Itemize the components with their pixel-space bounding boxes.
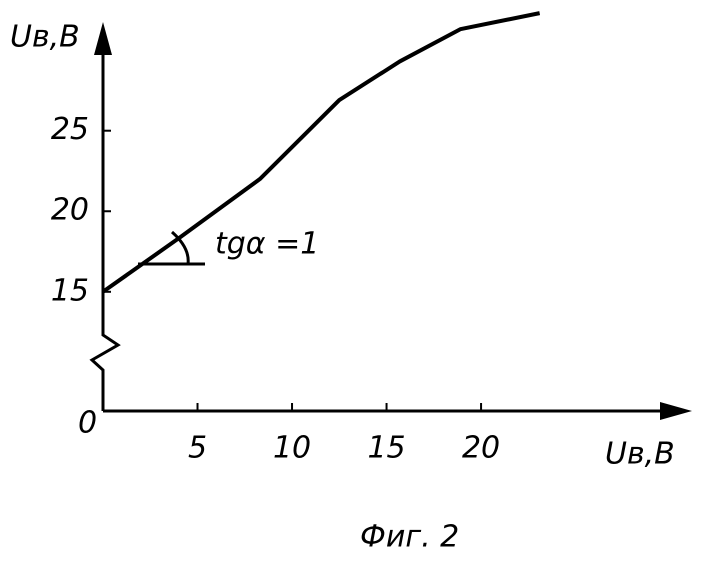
caption: Фиг. 2: [360, 520, 459, 555]
annotation: tgα =1: [215, 227, 319, 262]
y-tick-label: 15: [51, 273, 89, 308]
x-axis-arrow: [660, 402, 692, 420]
x-tick-label: 5: [188, 431, 207, 466]
x-tick-label: 20: [462, 431, 500, 466]
chart: Uв,В Uв,В Фиг. 2 tgα =1 0 5 10 15 20 15 20 25: [0, 0, 712, 561]
x-tick-label: 15: [367, 431, 405, 466]
y-axis-arrow: [94, 22, 112, 55]
y-axis: [92, 40, 118, 411]
origin-label: 0: [78, 406, 97, 441]
y-tick-label: 25: [51, 112, 89, 147]
data-line: [103, 13, 540, 292]
x-tick-label: 10: [273, 431, 311, 466]
y-tick-label: 20: [51, 193, 89, 228]
y-axis-label: Uв,В: [10, 20, 80, 55]
x-axis-label: Uв,В: [605, 437, 675, 472]
